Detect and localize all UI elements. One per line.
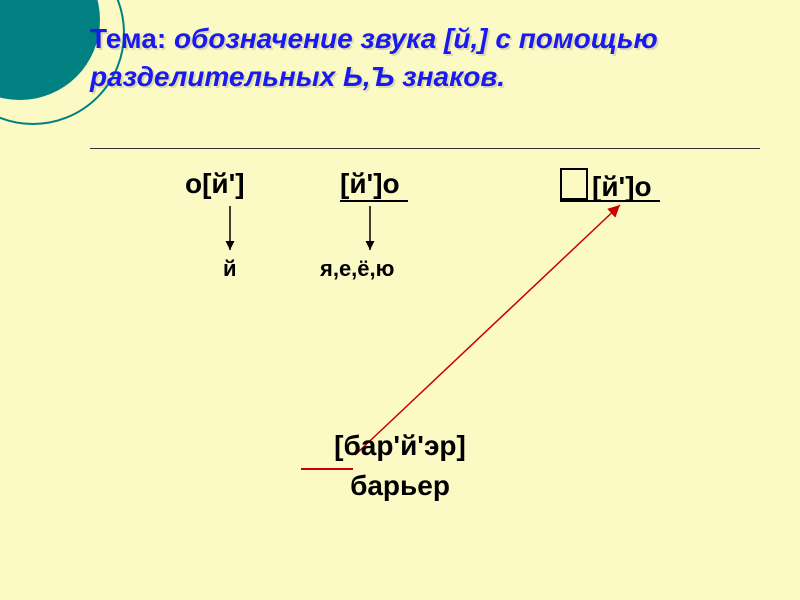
- title-underline: [90, 148, 760, 149]
- phon-item-3-text: [й']о: [592, 171, 652, 202]
- word-line: барьер: [350, 470, 450, 502]
- red-underline: [301, 468, 353, 470]
- phon-underline-2: [340, 200, 408, 202]
- transcription-line: [бар'й'эр]: [334, 430, 466, 462]
- phon-item-3: [й']о: [560, 168, 652, 203]
- slide-title: Тема: обозначение звука [й,] с помощью р…: [90, 20, 760, 96]
- arrow-red-long: [355, 205, 620, 455]
- title-label: Тема:: [90, 23, 166, 54]
- title-text: обозначение звука [й,] с помощью раздели…: [90, 23, 658, 92]
- phon-item-2: [й']о: [340, 168, 400, 200]
- map-item-2: я,е,ё,ю: [320, 256, 394, 282]
- phon-underline-3: [560, 200, 660, 202]
- phon-item-1: о[й']: [185, 168, 245, 200]
- map-item-1: й: [223, 256, 237, 282]
- bottom-block: [бар'й'эр] барьер: [0, 430, 800, 502]
- consonant-box-icon: [560, 168, 588, 200]
